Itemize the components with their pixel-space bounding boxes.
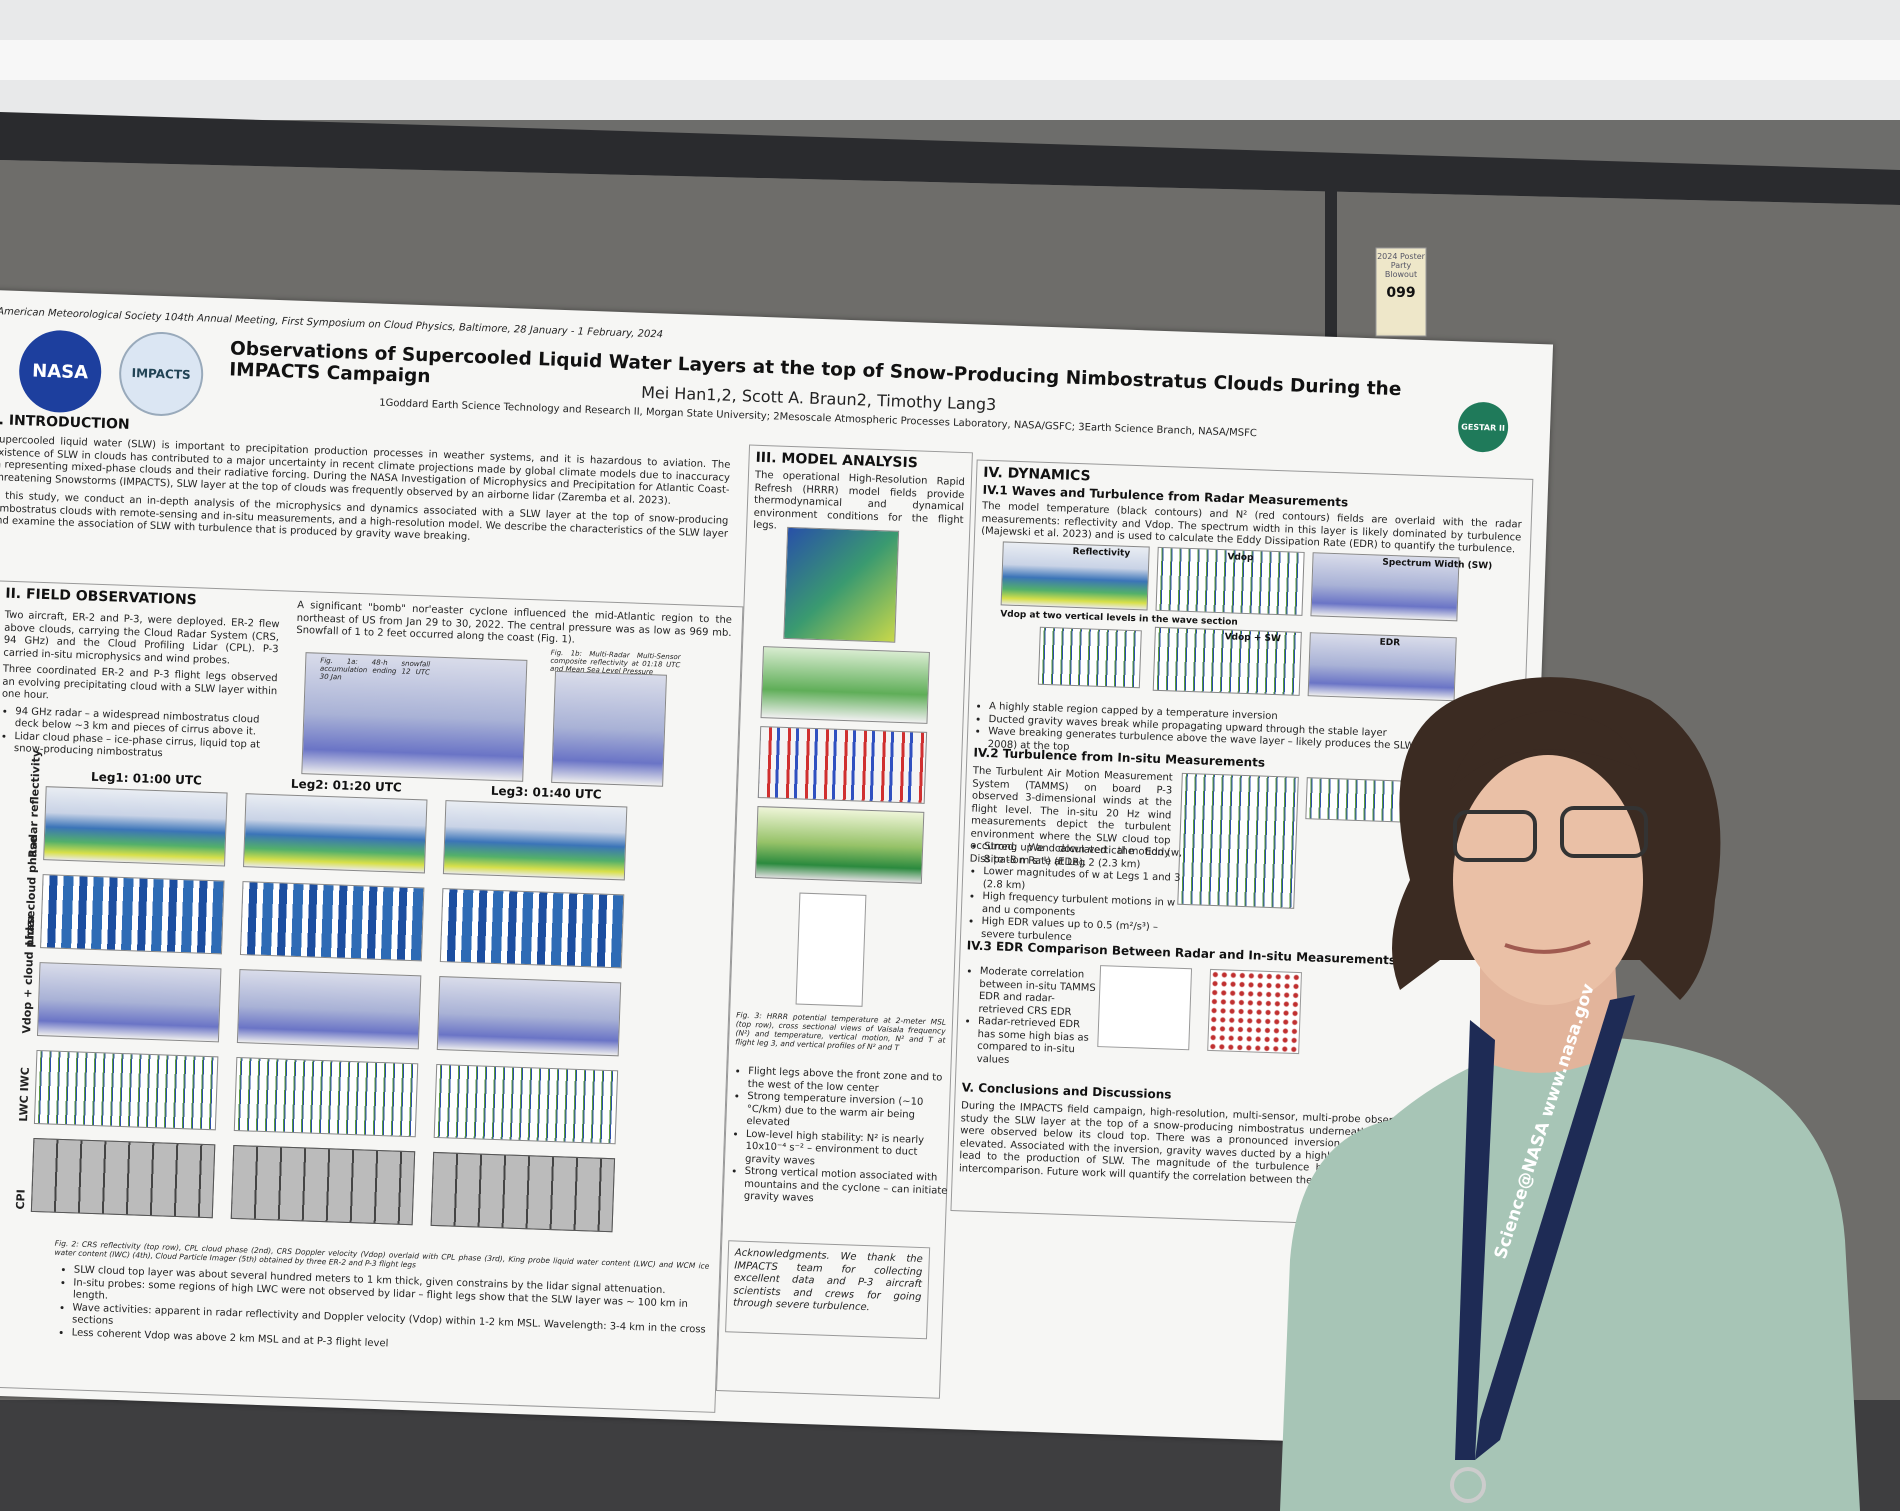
- lanyard: [1475, 995, 1635, 1460]
- lanyard: [1455, 1020, 1495, 1460]
- light-strip: [0, 40, 1900, 80]
- mouth: [1504, 940, 1591, 954]
- bangs: [1450, 710, 1640, 790]
- glasses: [1560, 806, 1648, 858]
- board-frame: [0, 112, 1900, 205]
- tag-text: 2024 Poster Party Blowout 099: [1377, 252, 1425, 301]
- tag-number: 099: [1386, 285, 1416, 301]
- sweater: [1280, 1037, 1860, 1511]
- tag-event: 2024 Poster Party Blowout: [1377, 252, 1425, 279]
- badge-clip: [1450, 1467, 1486, 1503]
- poster-tag: [1375, 247, 1427, 337]
- glasses: [1453, 810, 1537, 862]
- face: [1453, 755, 1643, 1005]
